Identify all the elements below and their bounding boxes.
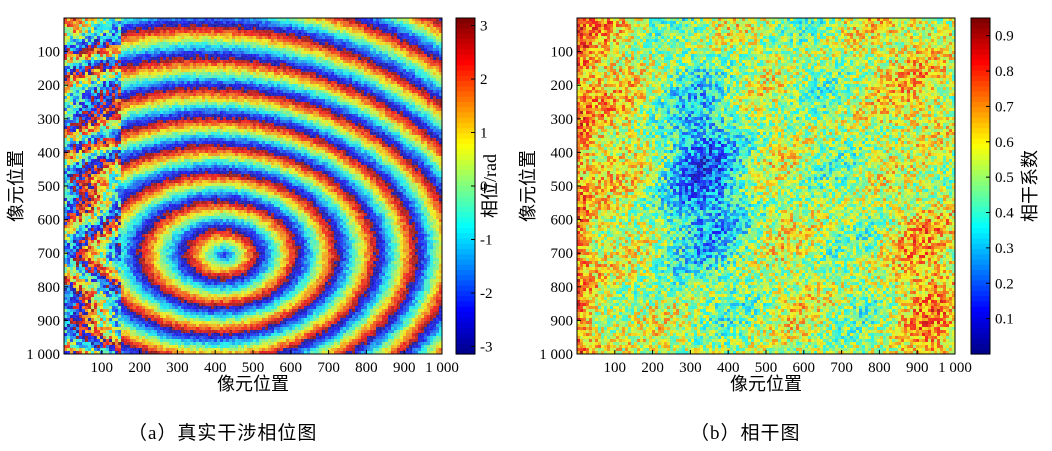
figure-svg: 100 200 300 400 500 600 700 800 900 1 000 1002003… [6, 17, 1040, 394]
phase-heatmap [64, 18, 443, 355]
phase-panel: 100 200 300 400 500 600 700 800 900 1 000 1002003… [6, 17, 500, 394]
